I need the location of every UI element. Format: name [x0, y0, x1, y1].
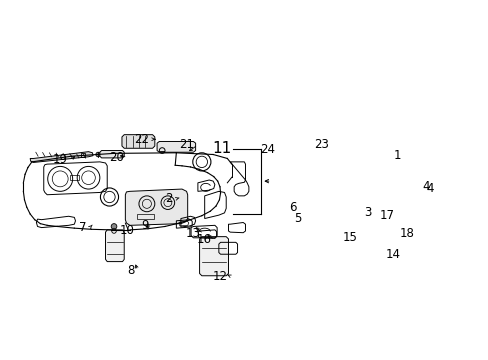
Circle shape — [96, 152, 100, 157]
Polygon shape — [125, 189, 187, 225]
Text: 12: 12 — [212, 270, 227, 283]
Polygon shape — [199, 237, 228, 276]
Text: 18: 18 — [399, 227, 413, 240]
Text: 24: 24 — [260, 144, 274, 157]
Text: 14: 14 — [385, 248, 400, 261]
Text: 4: 4 — [425, 182, 433, 195]
Text: 21: 21 — [179, 138, 194, 151]
Text: 1: 1 — [392, 149, 400, 162]
Text: 20: 20 — [109, 151, 124, 164]
Text: 16: 16 — [196, 233, 211, 246]
Text: 6: 6 — [288, 201, 296, 214]
Polygon shape — [105, 230, 124, 262]
Circle shape — [111, 224, 117, 229]
Text: 13: 13 — [185, 227, 200, 240]
Polygon shape — [100, 150, 124, 158]
Text: 9: 9 — [142, 219, 149, 232]
Text: 10: 10 — [119, 225, 134, 238]
Text: 3: 3 — [363, 206, 370, 219]
Text: 8: 8 — [127, 264, 134, 277]
Text: 23: 23 — [314, 138, 329, 151]
Polygon shape — [30, 152, 93, 162]
Text: 22: 22 — [134, 133, 149, 146]
Text: 5: 5 — [293, 212, 301, 225]
Text: 15: 15 — [342, 231, 357, 244]
Polygon shape — [157, 141, 195, 152]
Polygon shape — [122, 135, 155, 148]
Text: 11: 11 — [212, 141, 231, 156]
Text: 19: 19 — [52, 153, 67, 166]
Text: 7: 7 — [79, 221, 87, 234]
Text: 17: 17 — [379, 209, 394, 222]
Text: 2: 2 — [165, 192, 173, 205]
Text: 4: 4 — [422, 180, 429, 193]
